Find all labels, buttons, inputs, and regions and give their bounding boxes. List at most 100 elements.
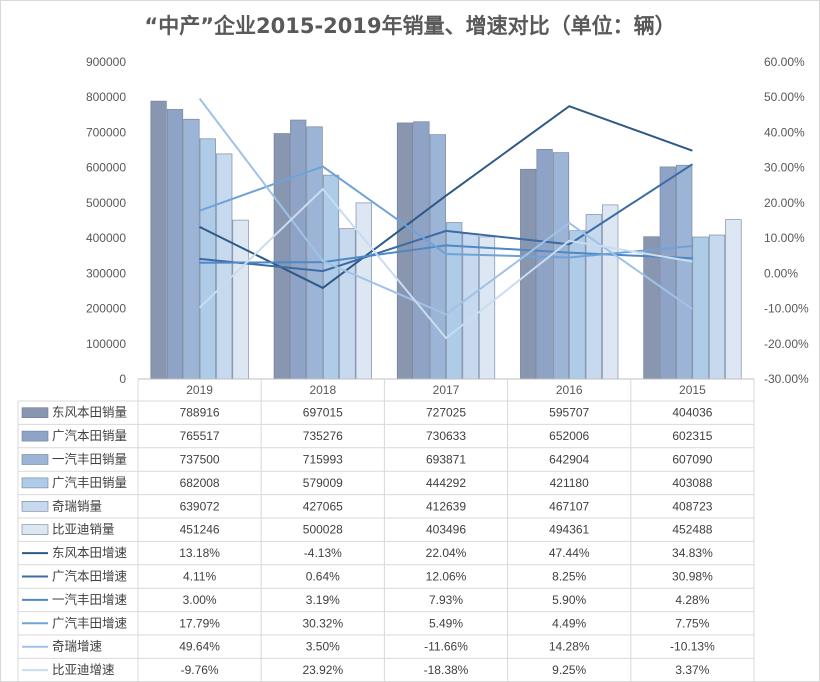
series-line — [198, 187, 693, 340]
data-label: 4.11% — [183, 570, 216, 584]
data-label: 404036 — [672, 406, 712, 420]
data-label: 697015 — [303, 406, 343, 420]
legend-key — [21, 477, 49, 489]
data-label: 4.28% — [675, 593, 709, 607]
data-label: 421180 — [550, 476, 589, 490]
y-right-tick-label: 0.00% — [764, 266, 798, 280]
data-label: 735276 — [303, 429, 343, 443]
legend-label: 广汽丰田增速 — [52, 615, 128, 630]
legend-label: 一汽丰田销量 — [52, 452, 127, 467]
data-label: 14.28% — [549, 640, 590, 654]
bar — [166, 109, 184, 380]
legend-label: 广汽本田增速 — [52, 569, 128, 584]
legend-label: 比亚迪增速 — [52, 662, 115, 677]
bar — [355, 202, 372, 380]
series-line — [199, 165, 693, 259]
bar — [552, 152, 570, 380]
data-label: 451246 — [180, 523, 220, 537]
legend-key — [21, 407, 49, 419]
data-label: 7.75% — [675, 616, 709, 630]
x-tick-label: 2019 — [186, 383, 213, 397]
series-line — [199, 163, 693, 273]
x-tick-label: 2015 — [679, 383, 706, 397]
data-label: 22.04% — [426, 546, 467, 560]
legend-label: 东风本田销量 — [52, 405, 127, 420]
data-label: 693871 — [426, 453, 466, 467]
data-label: -4.13% — [304, 546, 342, 560]
data-label: 47.44% — [549, 546, 590, 560]
data-label: 3.37% — [675, 663, 709, 677]
data-label: 0.64% — [306, 570, 340, 584]
data-label: 494361 — [549, 523, 589, 537]
bar — [676, 164, 693, 380]
data-label: 730633 — [426, 429, 466, 443]
data-label: 444292 — [426, 476, 466, 490]
data-label: 3.50% — [306, 640, 340, 654]
data-label: 34.83% — [672, 546, 713, 560]
y-right-tick-label: 10.00% — [764, 231, 805, 245]
x-tick-label: 2016 — [556, 383, 583, 397]
bar — [150, 100, 167, 380]
data-label: 682008 — [180, 476, 220, 490]
bar — [290, 119, 307, 380]
data-label: -18.38% — [424, 663, 469, 677]
data-label: 12.06% — [426, 570, 467, 584]
data-label: 765517 — [180, 429, 220, 443]
chart-title: “中产”企业2015-2019年销量、增速对比（单位：辆） — [144, 14, 676, 38]
y-right-tick-label: 60.00% — [764, 55, 805, 69]
data-label: 403496 — [426, 523, 466, 537]
legend-key — [21, 524, 49, 536]
bar — [183, 118, 200, 380]
data-label: 17.79% — [179, 616, 220, 630]
data-label: 30.98% — [672, 570, 713, 584]
y-right-tick-label: -20.00% — [764, 337, 809, 351]
y-right-tick-label: -30.00% — [764, 372, 809, 386]
data-label: 715993 — [303, 453, 343, 467]
data-label: 49.64% — [179, 640, 220, 654]
legend-label: 一汽丰田增速 — [52, 592, 128, 607]
bar — [708, 234, 726, 380]
legend-label: 东风本田增速 — [52, 545, 128, 560]
data-label: 5.90% — [552, 593, 586, 607]
bar — [725, 219, 742, 380]
legend-key — [21, 430, 49, 442]
data-label: 642904 — [549, 453, 589, 467]
data-label: -9.76% — [181, 663, 219, 677]
data-label: -10.13% — [670, 640, 715, 654]
y-right-tick-label: 30.00% — [764, 161, 805, 175]
data-label: 652006 — [549, 429, 589, 443]
bar — [643, 236, 660, 380]
bar — [659, 166, 676, 380]
data-label: 8.25% — [552, 570, 586, 584]
data-label: 727025 — [426, 406, 466, 420]
legend-label: 广汽丰田销量 — [52, 475, 127, 490]
data-label: 607090 — [672, 453, 712, 467]
data-label: 5.49% — [429, 616, 463, 630]
bar — [602, 204, 619, 380]
data-label: 737500 — [180, 453, 220, 467]
data-label: 500028 — [303, 523, 343, 537]
data-label: 408723 — [672, 499, 712, 513]
y-left-tick-label: 700000 — [86, 125, 126, 139]
bar — [692, 236, 709, 380]
y-left-tick-label: 800000 — [86, 90, 126, 104]
legend-label: 广汽本田销量 — [52, 428, 127, 443]
bar — [429, 134, 446, 380]
data-label: 427065 — [303, 499, 343, 513]
legend-key — [21, 500, 49, 512]
bar — [478, 236, 496, 380]
y-right-tick-label: 50.00% — [764, 90, 805, 104]
y-left-tick-label: 900000 — [86, 55, 126, 69]
legend-label: 奇瑞销量 — [52, 498, 102, 513]
series-line — [198, 97, 693, 316]
bar — [216, 153, 233, 380]
y-left-tick-label: 400000 — [86, 231, 126, 245]
data-label: 452488 — [672, 523, 712, 537]
data-label: 23.92% — [302, 663, 343, 677]
legend-label: 比亚迪销量 — [52, 522, 115, 537]
data-label: 3.19% — [306, 593, 340, 607]
x-tick-label: 2018 — [309, 383, 336, 397]
data-label: 30.32% — [302, 616, 343, 630]
data-label: 3.00% — [183, 593, 217, 607]
